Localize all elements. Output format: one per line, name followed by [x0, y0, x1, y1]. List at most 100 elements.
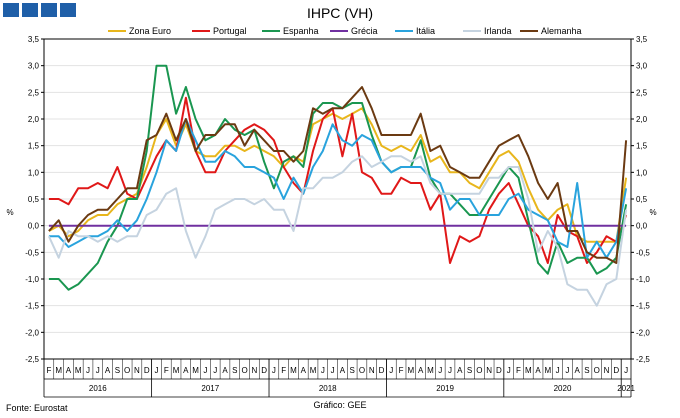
x-month-label: J	[96, 366, 100, 375]
x-month-label: M	[427, 366, 434, 375]
x-year-label: 2021	[617, 384, 635, 393]
x-year-label: 2019	[436, 384, 454, 393]
y-tick-label-left: 3,0	[28, 62, 40, 71]
x-month-label: A	[66, 366, 72, 375]
x-month-label: A	[340, 366, 346, 375]
x-month-label: J	[213, 366, 217, 375]
y-axis: -2,5 -2,5 -2,0 -2,0 -1,5 -1,5 -1,0 -1,0 -0,5 -0,5…	[25, 35, 650, 364]
x-month-label: J	[448, 366, 452, 375]
x-month-label: O	[359, 366, 365, 375]
footer-credit: Gráfico: GEE	[313, 400, 366, 410]
x-month-label: N	[369, 366, 375, 375]
y-tick-label-right: -1,5	[636, 302, 650, 311]
y-tick-label-right: 0,0	[636, 222, 648, 231]
x-month-label: S	[467, 366, 472, 375]
x-month-label: D	[613, 366, 619, 375]
y-tick-label-right: 1,5	[636, 142, 648, 151]
x-month-label: M	[408, 366, 415, 375]
x-month-label: N	[486, 366, 492, 375]
x-month-label: M	[192, 366, 199, 375]
x-month-label: D	[261, 366, 267, 375]
y-tick-label-left: -2,5	[25, 355, 39, 364]
x-month-label: D	[496, 366, 502, 375]
x-month-label: J	[389, 366, 393, 375]
legend-label: Irlanda	[484, 26, 512, 36]
y-tick-label-left: 3,5	[28, 35, 40, 44]
x-month-label: F	[281, 366, 286, 375]
legend-label: Zona Euro	[129, 26, 171, 36]
x-month-label: A	[183, 366, 189, 375]
x-month-label: D	[144, 366, 150, 375]
gee-logo	[3, 3, 76, 17]
y-axis-label-left: %	[6, 208, 13, 217]
x-month-label: N	[134, 366, 140, 375]
x-month-label: A	[301, 366, 307, 375]
x-month-label: J	[272, 366, 276, 375]
x-month-label: M	[55, 366, 62, 375]
x-month-label: M	[545, 366, 552, 375]
y-tick-label-left: 0,0	[28, 222, 40, 231]
x-month-label: N	[251, 366, 257, 375]
y-tick-label-right: 0,5	[636, 195, 648, 204]
series-line-irlanda	[47, 155, 628, 307]
legend-label: Grécia	[351, 26, 378, 36]
x-month-label: M	[75, 366, 82, 375]
chart-legend: Zona Euro Portugal Espanha Grécia Itália Irla…	[108, 26, 582, 36]
x-month-label: A	[222, 366, 228, 375]
x-month-label: A	[575, 366, 581, 375]
y-axis-label-right: %	[649, 208, 656, 217]
x-month-label: J	[321, 366, 325, 375]
x-month-label: M	[525, 366, 532, 375]
x-month-label: O	[124, 366, 130, 375]
y-tick-label-left: 1,0	[28, 168, 40, 177]
chart-series	[47, 64, 628, 307]
x-month-label: D	[379, 366, 385, 375]
logo-block	[22, 3, 38, 17]
x-month-label: M	[310, 366, 317, 375]
x-month-label: J	[624, 366, 628, 375]
x-month-label: J	[507, 366, 511, 375]
y-tick-label-left: -1,5	[25, 302, 39, 311]
x-month-label: A	[457, 366, 463, 375]
legend-label: Espanha	[283, 26, 319, 36]
y-tick-label-right: -1,0	[636, 275, 650, 284]
logo-block	[41, 3, 57, 17]
y-tick-label-left: 0,5	[28, 195, 40, 204]
x-month-label: N	[604, 366, 610, 375]
y-tick-label-right: 1,0	[636, 168, 648, 177]
y-tick-label-left: -0,5	[25, 248, 39, 257]
y-tick-label-left: -2,0	[25, 328, 39, 337]
x-month-label: O	[594, 366, 600, 375]
x-month-label: F	[516, 366, 521, 375]
x-month-label: F	[399, 366, 404, 375]
logo-block	[3, 3, 19, 17]
series-line-alemanha	[48, 86, 628, 264]
x-month-label: S	[115, 366, 120, 375]
y-tick-label-right: -2,5	[636, 355, 650, 364]
x-month-label: F	[164, 366, 169, 375]
series-line-zonaeuro	[48, 107, 628, 243]
chart-title: IHPC (VH)	[307, 5, 373, 21]
y-tick-label-right: -0,5	[636, 248, 650, 257]
y-tick-label-left: 2,5	[28, 88, 40, 97]
logo-block	[60, 3, 76, 17]
x-month-label: O	[476, 366, 482, 375]
x-year-label: 2017	[201, 384, 219, 393]
x-month-label: S	[232, 366, 237, 375]
x-month-label: F	[46, 366, 51, 375]
x-month-label: A	[418, 366, 424, 375]
y-tick-label-right: 3,5	[636, 35, 648, 44]
x-year-label: 2016	[89, 384, 107, 393]
legend-label: Alemanha	[541, 26, 582, 36]
x-month-label: J	[438, 366, 442, 375]
x-month-label: S	[350, 366, 355, 375]
x-month-label: A	[535, 366, 541, 375]
x-month-label: J	[331, 366, 335, 375]
legend-label: Portugal	[213, 26, 247, 36]
footer-source: Fonte: Eurostat	[6, 403, 68, 413]
x-month-label: J	[86, 366, 90, 375]
x-month-label: S	[584, 366, 589, 375]
y-tick-label-left: -1,0	[25, 275, 39, 284]
